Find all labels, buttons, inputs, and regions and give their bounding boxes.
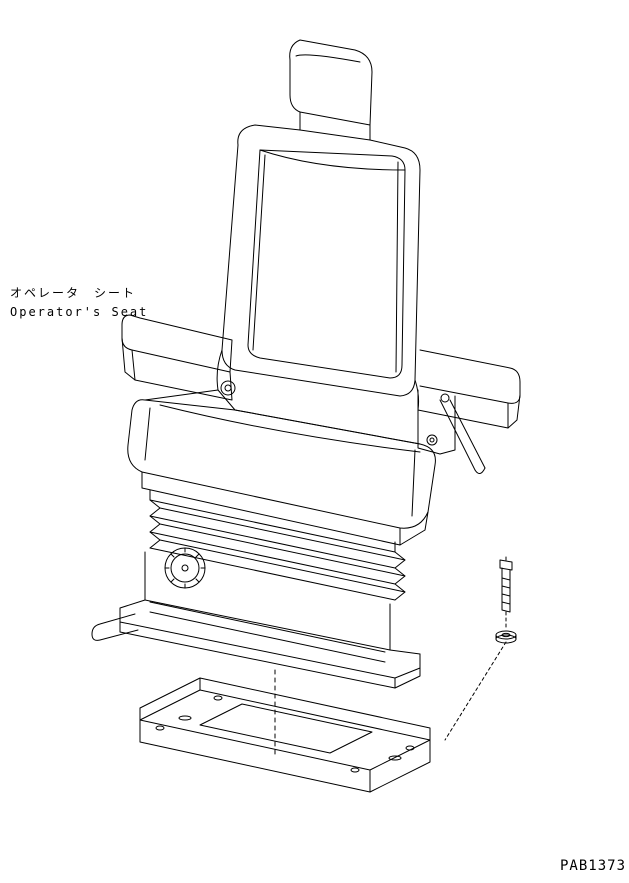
seat-diagram [0,0,629,883]
operators-seat-label-jp: オペレータ シート [10,284,148,303]
operators-seat-label-en: Operator's Seat [10,303,148,322]
operators-seat-label: オペレータ シート Operator's Seat [10,284,148,322]
drawing-code: PAB1373 [560,858,626,874]
